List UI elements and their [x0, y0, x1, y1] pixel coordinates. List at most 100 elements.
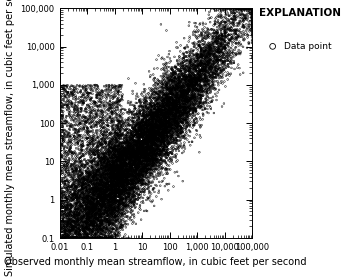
Point [91, 177, 97, 181]
Point [108, 183, 113, 187]
Point [134, 149, 139, 154]
Point [113, 164, 119, 168]
Point [204, 26, 210, 31]
Point [181, 90, 186, 94]
Point [101, 169, 106, 174]
Point [161, 110, 167, 115]
Point [139, 135, 144, 139]
Point [93, 174, 99, 179]
Point [115, 99, 120, 104]
Point [113, 176, 118, 181]
Point [57, 212, 62, 217]
Point [130, 199, 136, 203]
Point [161, 127, 166, 132]
Point [60, 112, 66, 117]
Point [187, 92, 193, 97]
Point [57, 236, 62, 240]
Point [93, 203, 99, 208]
Point [246, 41, 252, 45]
Point [74, 229, 79, 233]
Point [145, 159, 150, 163]
Point [74, 178, 80, 183]
Point [212, 37, 217, 42]
Point [124, 134, 130, 139]
Point [94, 111, 100, 116]
Point [73, 163, 79, 167]
Point [198, 135, 203, 140]
Point [169, 87, 174, 92]
Point [57, 236, 62, 240]
Point [57, 197, 62, 202]
Point [102, 188, 107, 193]
Point [102, 186, 107, 191]
Point [82, 88, 88, 93]
Point [180, 117, 186, 122]
Point [157, 139, 163, 143]
Point [163, 116, 168, 120]
Point [164, 94, 169, 99]
Point [121, 178, 127, 183]
Point [151, 130, 157, 134]
Point [68, 203, 74, 207]
Point [249, 6, 255, 11]
Point [128, 147, 133, 151]
Point [79, 100, 84, 105]
Point [105, 190, 111, 195]
Point [144, 148, 149, 152]
Point [161, 158, 166, 162]
Point [166, 106, 172, 111]
Point [163, 96, 169, 100]
Point [119, 152, 124, 156]
Point [155, 144, 160, 149]
Point [87, 223, 92, 227]
Point [220, 34, 226, 39]
Point [229, 35, 235, 40]
Point [186, 74, 191, 79]
Point [57, 234, 62, 239]
Point [109, 196, 115, 200]
Point [61, 190, 66, 194]
Point [174, 94, 180, 98]
Point [162, 124, 168, 129]
Point [75, 236, 81, 240]
Point [66, 184, 72, 189]
Point [224, 58, 230, 63]
Point [98, 186, 103, 190]
Point [106, 193, 111, 197]
Point [142, 159, 148, 164]
Point [121, 150, 127, 155]
Point [108, 176, 114, 180]
Point [226, 65, 232, 69]
Point [83, 236, 89, 240]
Point [76, 214, 82, 218]
Point [215, 36, 220, 40]
Point [143, 182, 149, 186]
Point [162, 130, 167, 134]
Point [195, 55, 201, 60]
Point [106, 192, 111, 196]
Point [99, 228, 104, 233]
Point [105, 198, 110, 202]
Point [151, 102, 156, 107]
Point [108, 170, 114, 174]
Point [111, 207, 117, 212]
Point [121, 122, 126, 127]
Point [107, 139, 112, 144]
Point [216, 47, 222, 51]
Point [139, 152, 145, 157]
Point [118, 160, 124, 165]
Point [181, 94, 187, 98]
Point [205, 59, 211, 63]
Point [163, 116, 169, 120]
Point [87, 213, 93, 217]
Point [57, 230, 62, 234]
Point [134, 139, 140, 144]
Point [154, 113, 160, 117]
Point [195, 64, 201, 69]
Point [133, 101, 139, 105]
Point [94, 150, 100, 155]
Point [141, 106, 147, 111]
Point [59, 236, 64, 240]
Point [92, 165, 98, 170]
Point [67, 102, 72, 106]
